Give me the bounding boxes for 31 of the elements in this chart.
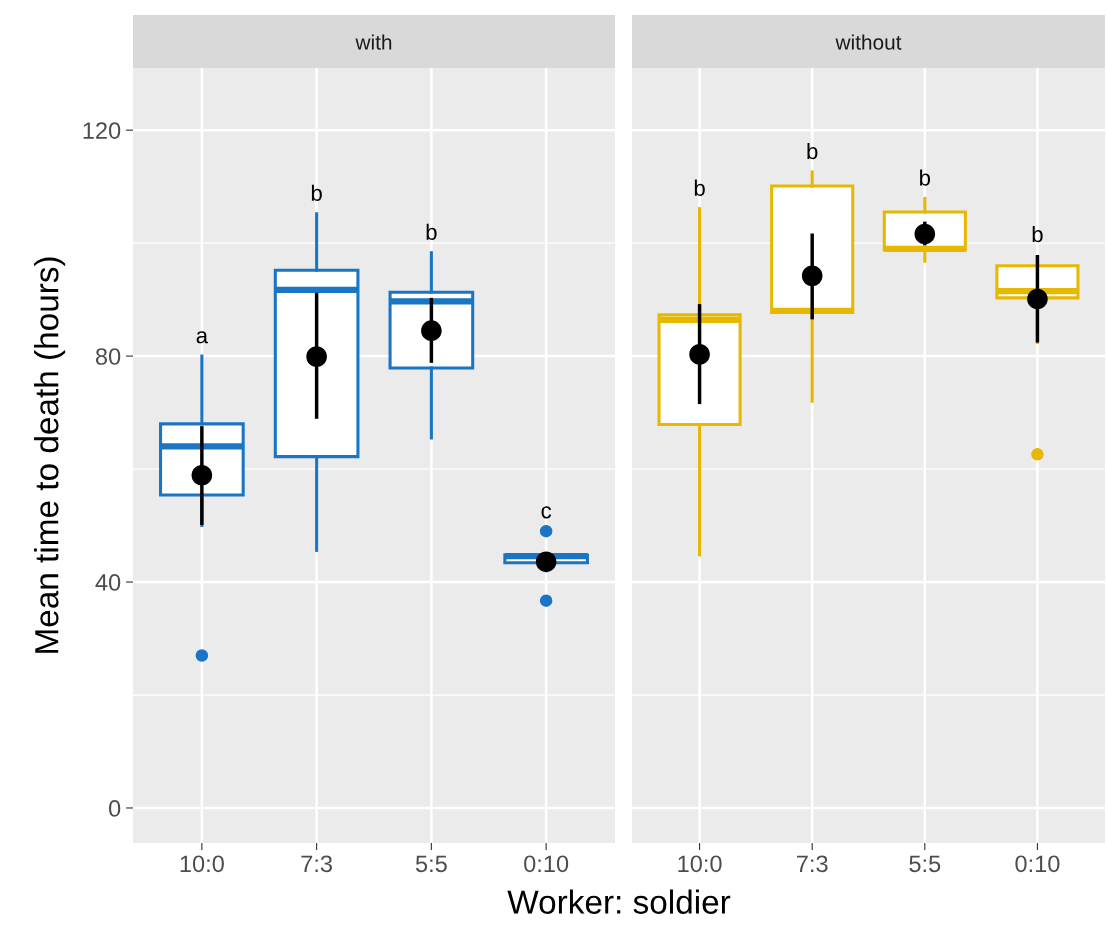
annotation: b [1032, 225, 1043, 243]
x-tick-label: 10:0 [180, 855, 224, 873]
x-tick-label: 7:3 [796, 855, 828, 873]
x-tick-label: 10:0 [678, 855, 722, 873]
annotation: b [807, 142, 818, 160]
x-tick-label: 7:3 [301, 855, 332, 873]
y-tick-label: 40 [95, 574, 121, 591]
y-tick-label: 0 [108, 800, 121, 817]
x-tick-label: 5:5 [415, 855, 447, 873]
annotation: a [196, 331, 209, 344]
annotation: b [920, 169, 931, 186]
annotation: b [311, 184, 322, 202]
x-axis-title: Worker: soldier [507, 889, 731, 914]
x-tick-label: 0:10 [1015, 855, 1060, 873]
annotation: b [694, 179, 705, 196]
chart-title: without [835, 34, 902, 50]
y-tick-label: 80 [95, 348, 121, 365]
point [306, 346, 327, 367]
y-axis-title: Mean time to death (hours) [34, 257, 66, 653]
point [1027, 288, 1048, 310]
x-tick-label: 5:5 [909, 855, 941, 873]
point [689, 344, 710, 365]
point [421, 320, 442, 341]
annotation: b [426, 223, 437, 240]
x-tick-label: 0:10 [524, 855, 569, 873]
point [191, 464, 213, 486]
chart-title: with [355, 34, 392, 50]
point [801, 265, 823, 287]
annotation: c [541, 506, 552, 519]
y-tick-label: 120 [83, 122, 121, 139]
point [535, 551, 557, 572]
